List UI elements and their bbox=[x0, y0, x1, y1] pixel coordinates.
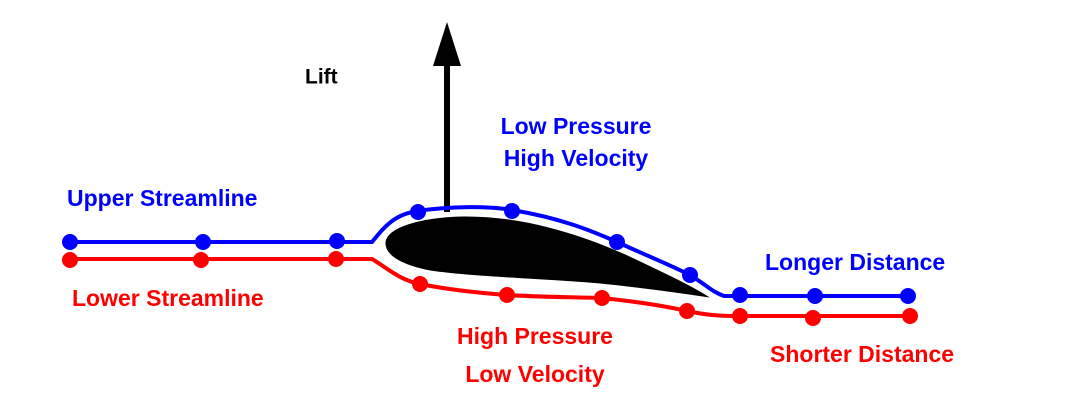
dot bbox=[410, 204, 426, 220]
upper-zone-label: High Velocity bbox=[504, 145, 649, 171]
dot bbox=[328, 251, 344, 267]
lower-distance-label: Shorter Distance bbox=[770, 341, 954, 367]
lift-arrow-head bbox=[433, 22, 461, 66]
dot bbox=[609, 234, 625, 250]
lower-zone-label: Low Velocity bbox=[465, 361, 605, 387]
upper-distance-label: Longer Distance bbox=[765, 249, 945, 275]
lower-streamline-label: Lower Streamline bbox=[72, 285, 264, 311]
dot bbox=[682, 267, 698, 283]
dot bbox=[732, 308, 748, 324]
dot bbox=[807, 288, 823, 304]
dot bbox=[193, 252, 209, 268]
dot bbox=[805, 310, 821, 326]
dot bbox=[902, 308, 918, 324]
dot bbox=[594, 290, 610, 306]
dot bbox=[62, 234, 78, 250]
upper-dots bbox=[62, 203, 916, 304]
airfoil bbox=[382, 213, 717, 302]
dot bbox=[62, 252, 78, 268]
dot bbox=[412, 276, 428, 292]
dot bbox=[732, 287, 748, 303]
dot bbox=[900, 288, 916, 304]
upper-streamline-label: Upper Streamline bbox=[67, 185, 257, 211]
lift-label: Lift bbox=[305, 66, 338, 89]
dot bbox=[195, 234, 211, 250]
dot bbox=[329, 233, 345, 249]
dot bbox=[504, 203, 520, 219]
upper-zone-label: Low Pressure bbox=[501, 113, 652, 139]
dot bbox=[679, 303, 695, 319]
lower-zone-label: High Pressure bbox=[457, 323, 613, 349]
lower-dots bbox=[62, 251, 918, 326]
dot bbox=[499, 287, 515, 303]
